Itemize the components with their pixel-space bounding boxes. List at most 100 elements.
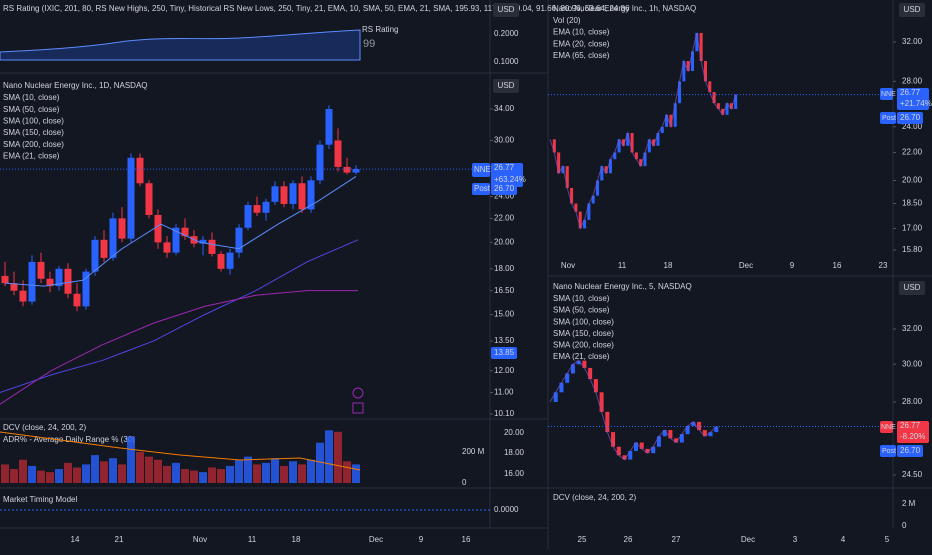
- currency: USD: [498, 5, 515, 14]
- volume-bar: [109, 458, 117, 483]
- x-tick-label: Dec: [741, 535, 755, 544]
- indicator: SMA (10, close): [3, 93, 60, 102]
- candle-body: [725, 103, 729, 115]
- volume-bar: [199, 472, 207, 483]
- chart-title: Nano Nuclear Energy Inc., 1D, NASDAQ: [3, 81, 148, 90]
- currency: USD: [498, 81, 515, 90]
- volume-bar: [343, 461, 351, 483]
- y-tick-label: 20.00: [494, 237, 515, 246]
- candle-body: [691, 421, 696, 426]
- indicator: SMA (200, close): [3, 140, 64, 149]
- candle-body: [298, 183, 306, 210]
- volume-bar: [154, 459, 162, 483]
- price-tag: [897, 112, 923, 124]
- volume-bar: [226, 465, 234, 483]
- candle-body: [325, 109, 333, 145]
- y-tick-label: 0: [462, 478, 467, 487]
- candle-body: [199, 239, 207, 244]
- candle-body: [699, 32, 703, 62]
- candle-body: [28, 261, 36, 302]
- candle-body: [565, 166, 569, 188]
- y-tick-label: 12.00: [494, 366, 515, 375]
- y-tick-label: 10.10: [494, 409, 515, 418]
- candle-body: [679, 434, 684, 443]
- candle-body: [708, 432, 713, 437]
- volume-bar: [280, 465, 288, 483]
- candle-body: [109, 218, 117, 258]
- chart-title: Nano Nuclear Energy Inc., 1h, NASDAQ: [553, 4, 696, 13]
- candle-body: [136, 157, 144, 184]
- symbol: NNE: [881, 91, 896, 98]
- price-tag: [491, 163, 523, 187]
- candle-body: [674, 438, 679, 443]
- currency: USD: [904, 5, 921, 14]
- candle-body: [574, 203, 578, 212]
- indicator: EMA (10, close): [553, 28, 610, 37]
- rs-area: [0, 29, 361, 61]
- candle-body: [316, 144, 324, 181]
- x-tick-label: 27: [672, 535, 681, 544]
- candle-body: [656, 132, 660, 146]
- candle-body: [307, 180, 315, 210]
- indicator: EMA (20, close): [553, 39, 610, 48]
- symbol: NNE: [474, 165, 491, 174]
- candle-body: [591, 195, 595, 204]
- candle-body: [697, 421, 702, 431]
- candle-body: [552, 139, 556, 153]
- candle-body: [599, 392, 604, 412]
- candle-body: [662, 430, 667, 437]
- y-tick-label: 2 M: [902, 499, 916, 508]
- candle-body: [181, 227, 189, 237]
- candle-body: [578, 211, 582, 229]
- volume-bar: [298, 464, 306, 483]
- post-price: 26.70: [900, 113, 921, 122]
- y-tick-label: 20.00: [504, 428, 525, 437]
- panel-subtitle: ADR% - Average Daily Range % (30): [3, 435, 135, 444]
- candle-body: [226, 252, 234, 269]
- y-tick-label: 16.50: [494, 286, 515, 295]
- volume-bar: [100, 461, 108, 483]
- volume-bar: [253, 464, 261, 483]
- symbol: NNE: [881, 424, 896, 431]
- candle-body: [91, 239, 99, 272]
- candle-body: [616, 446, 621, 456]
- x-tick-label: Nov: [193, 535, 207, 544]
- candle-body: [588, 367, 593, 380]
- price-tag: [880, 421, 893, 433]
- ema-line: [549, 359, 717, 461]
- candle-body: [565, 373, 570, 383]
- candle-body: [729, 103, 733, 109]
- indicator: SMA (10, close): [553, 294, 610, 303]
- indicator: SMA (150, close): [553, 329, 614, 338]
- post-price: 26.70: [900, 446, 921, 455]
- y-tick-label: 15.00: [494, 310, 515, 319]
- x-tick-label: 14: [71, 535, 80, 544]
- y-tick-label: 200 M: [462, 447, 485, 456]
- y-tick-label: 18.50: [902, 199, 923, 208]
- y-tick-label: 18.00: [494, 264, 515, 273]
- y-tick-label: 0: [902, 521, 907, 530]
- candle-body: [716, 103, 720, 109]
- candle-body: [253, 205, 261, 213]
- y-tick-label: 28.00: [902, 397, 923, 406]
- candle-body: [576, 360, 581, 365]
- candle-body: [734, 94, 738, 109]
- candle-body: [669, 114, 673, 127]
- x-tick-label: 23: [879, 261, 888, 270]
- candle-body: [73, 293, 81, 307]
- panel-title: DCV (close, 24, 200, 2): [553, 493, 636, 502]
- volume-bar: [307, 459, 315, 483]
- x-tick-label: 18: [664, 261, 673, 270]
- candle-body: [46, 278, 54, 287]
- candle-body: [685, 425, 690, 435]
- candle-body: [19, 290, 27, 302]
- y-tick-label: 22.00: [494, 213, 515, 222]
- x-tick-label: 5: [885, 535, 890, 544]
- volume-bar: [262, 462, 270, 483]
- volume-bar: [145, 456, 153, 483]
- candle-body: [626, 132, 630, 146]
- y-tick-label: 24.00: [494, 192, 515, 201]
- volume-bar: [37, 470, 45, 483]
- candle-body: [639, 159, 643, 167]
